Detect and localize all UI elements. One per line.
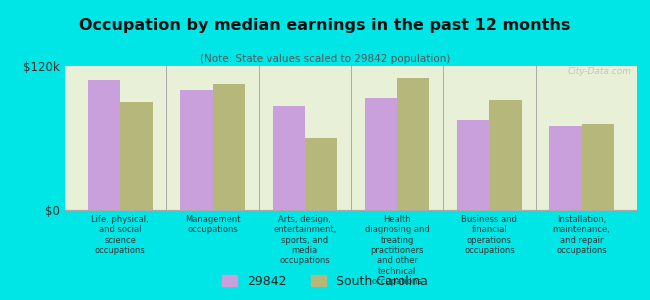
Bar bbox=[305, 138, 337, 210]
Text: Occupation by median earnings in the past 12 months: Occupation by median earnings in the pas… bbox=[79, 18, 571, 33]
Bar bbox=[272, 106, 305, 210]
Bar bbox=[457, 120, 489, 210]
Bar bbox=[180, 90, 213, 210]
Text: (Note: State values scaled to 29842 population): (Note: State values scaled to 29842 popu… bbox=[200, 54, 450, 64]
Bar bbox=[489, 100, 522, 210]
Bar bbox=[213, 84, 245, 210]
Bar bbox=[88, 80, 120, 210]
Bar bbox=[582, 124, 614, 210]
Bar bbox=[549, 126, 582, 210]
Text: City-Data.com: City-Data.com bbox=[567, 68, 631, 76]
Bar bbox=[397, 78, 430, 210]
Bar bbox=[120, 102, 153, 210]
Bar bbox=[365, 98, 397, 210]
Legend: 29842, South Carolina: 29842, South Carolina bbox=[222, 275, 428, 288]
